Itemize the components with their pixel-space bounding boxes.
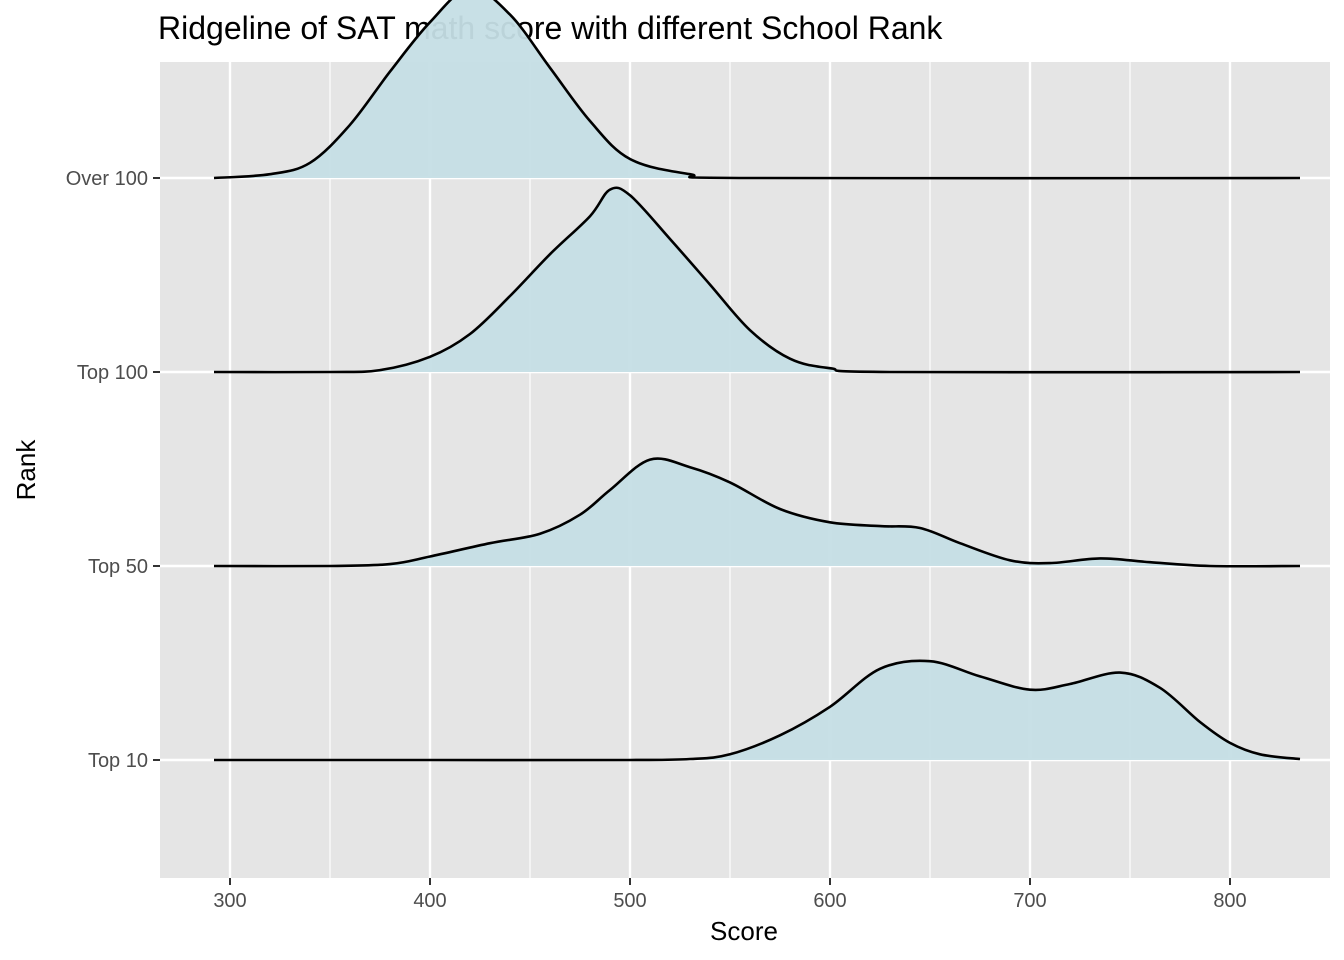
ridge-fill-top-100	[214, 187, 1300, 373]
ridge-fill-over-100	[214, 0, 1300, 179]
y-tick-label: Top 10	[88, 750, 148, 772]
y-tick-label: Over 100	[66, 168, 148, 190]
y-tick-label: Top 50	[88, 556, 148, 578]
x-tick-label: 500	[613, 890, 646, 912]
ridge-fill-top-50	[214, 458, 1300, 567]
ridge-line-over-100	[213, 0, 1301, 180]
y-axis: Top 10 Top 50 Top 100 Over 100	[66, 168, 160, 772]
ridge-line-top-50	[213, 457, 1301, 568]
y-axis-title: Rank	[11, 439, 41, 501]
x-tick-label: 600	[813, 890, 846, 912]
x-tick-label: 400	[413, 890, 446, 912]
ridge-line-top-10	[213, 659, 1301, 762]
x-tick-label: 300	[213, 890, 246, 912]
minor-gridlines	[329, 62, 1131, 878]
ridge-line-top-100	[213, 186, 1301, 374]
x-axis: 300 400 500 600 700 800	[213, 878, 1247, 912]
x-tick-label: 800	[1213, 890, 1246, 912]
ridges	[213, 0, 1301, 762]
x-tick-label: 700	[1013, 890, 1046, 912]
chart-title: Ridgeline of SAT math score with differe…	[158, 10, 943, 46]
x-axis-title: Score	[710, 916, 778, 946]
ridge-fill-top-10	[214, 660, 1300, 761]
y-tick-label: Top 100	[77, 362, 148, 384]
